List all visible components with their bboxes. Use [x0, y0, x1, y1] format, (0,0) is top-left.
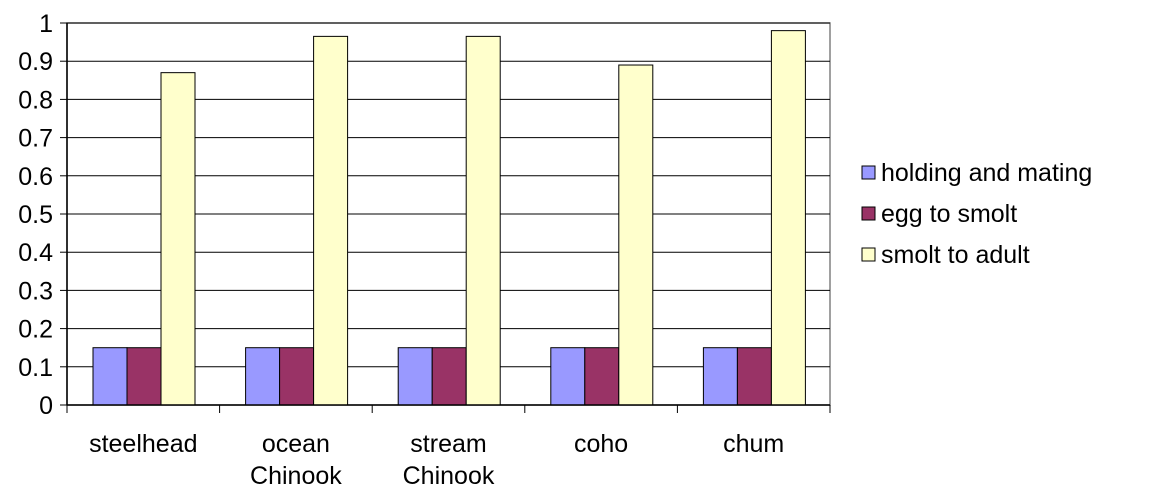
y-tick-label: 0.4: [18, 239, 53, 267]
legend-label: smolt to adult: [881, 241, 1030, 269]
x-tick-label: coho: [574, 430, 628, 458]
bar-smolt-to-adult-4: [770, 30, 806, 406]
y-tick-label: 0.5: [18, 201, 53, 229]
y-tick-labels: 0 0.1 0.2 0.3 0.4 0.5 0.6 0.7 0.8 0.9 1: [18, 10, 53, 420]
y-tick-label: 0.2: [18, 316, 53, 344]
bar-holding-and-mating-1: [245, 347, 281, 406]
bar-egg-to-smolt-3: [584, 347, 620, 406]
y-tick-label: 0.8: [18, 86, 53, 114]
y-tick-label: 0.6: [18, 163, 53, 191]
x-tick-label: stream: [410, 430, 486, 458]
legend-swatch: [861, 206, 876, 221]
bar-smolt-to-adult-1: [313, 35, 349, 406]
y-tick-label: 0.7: [18, 125, 53, 153]
x-tick-label: Chinook: [403, 462, 495, 490]
legend-swatch: [861, 247, 876, 262]
bar-smolt-to-adult-2: [465, 35, 501, 406]
y-tick-label: 0.1: [18, 354, 53, 382]
bar-egg-to-smolt-1: [279, 347, 315, 406]
x-tick-label: ocean: [262, 430, 330, 458]
bar-egg-to-smolt-0: [126, 347, 162, 406]
legend-label: holding and mating: [881, 159, 1092, 187]
bar-holding-and-mating-0: [92, 347, 128, 406]
bar-holding-and-mating-2: [397, 347, 433, 406]
bar-egg-to-smolt-4: [736, 347, 772, 406]
legend-swatch: [861, 165, 876, 180]
y-tick-label: 0: [39, 392, 53, 420]
y-tick-label: 0.9: [18, 48, 53, 76]
bar-holding-and-mating-3: [550, 347, 586, 406]
bar-smolt-to-adult-3: [618, 64, 654, 406]
axes: [60, 22, 831, 413]
bar-holding-and-mating-4: [702, 347, 738, 406]
bar-smolt-to-adult-0: [160, 72, 196, 406]
x-tick-labels: steelhead ocean Chinook stream Chinook coho ch…: [89, 430, 784, 490]
x-tick-label: Chinook: [250, 462, 342, 490]
x-tick-label: chum: [723, 430, 784, 458]
y-tick-label: 1: [39, 10, 53, 38]
bar-egg-to-smolt-2: [431, 347, 467, 406]
legend: holding and mating egg to smolt smolt to a…: [861, 159, 1092, 269]
x-tick-label: steelhead: [89, 430, 197, 458]
y-tick-label: 0.3: [18, 277, 53, 305]
legend-label: egg to smolt: [881, 200, 1017, 228]
